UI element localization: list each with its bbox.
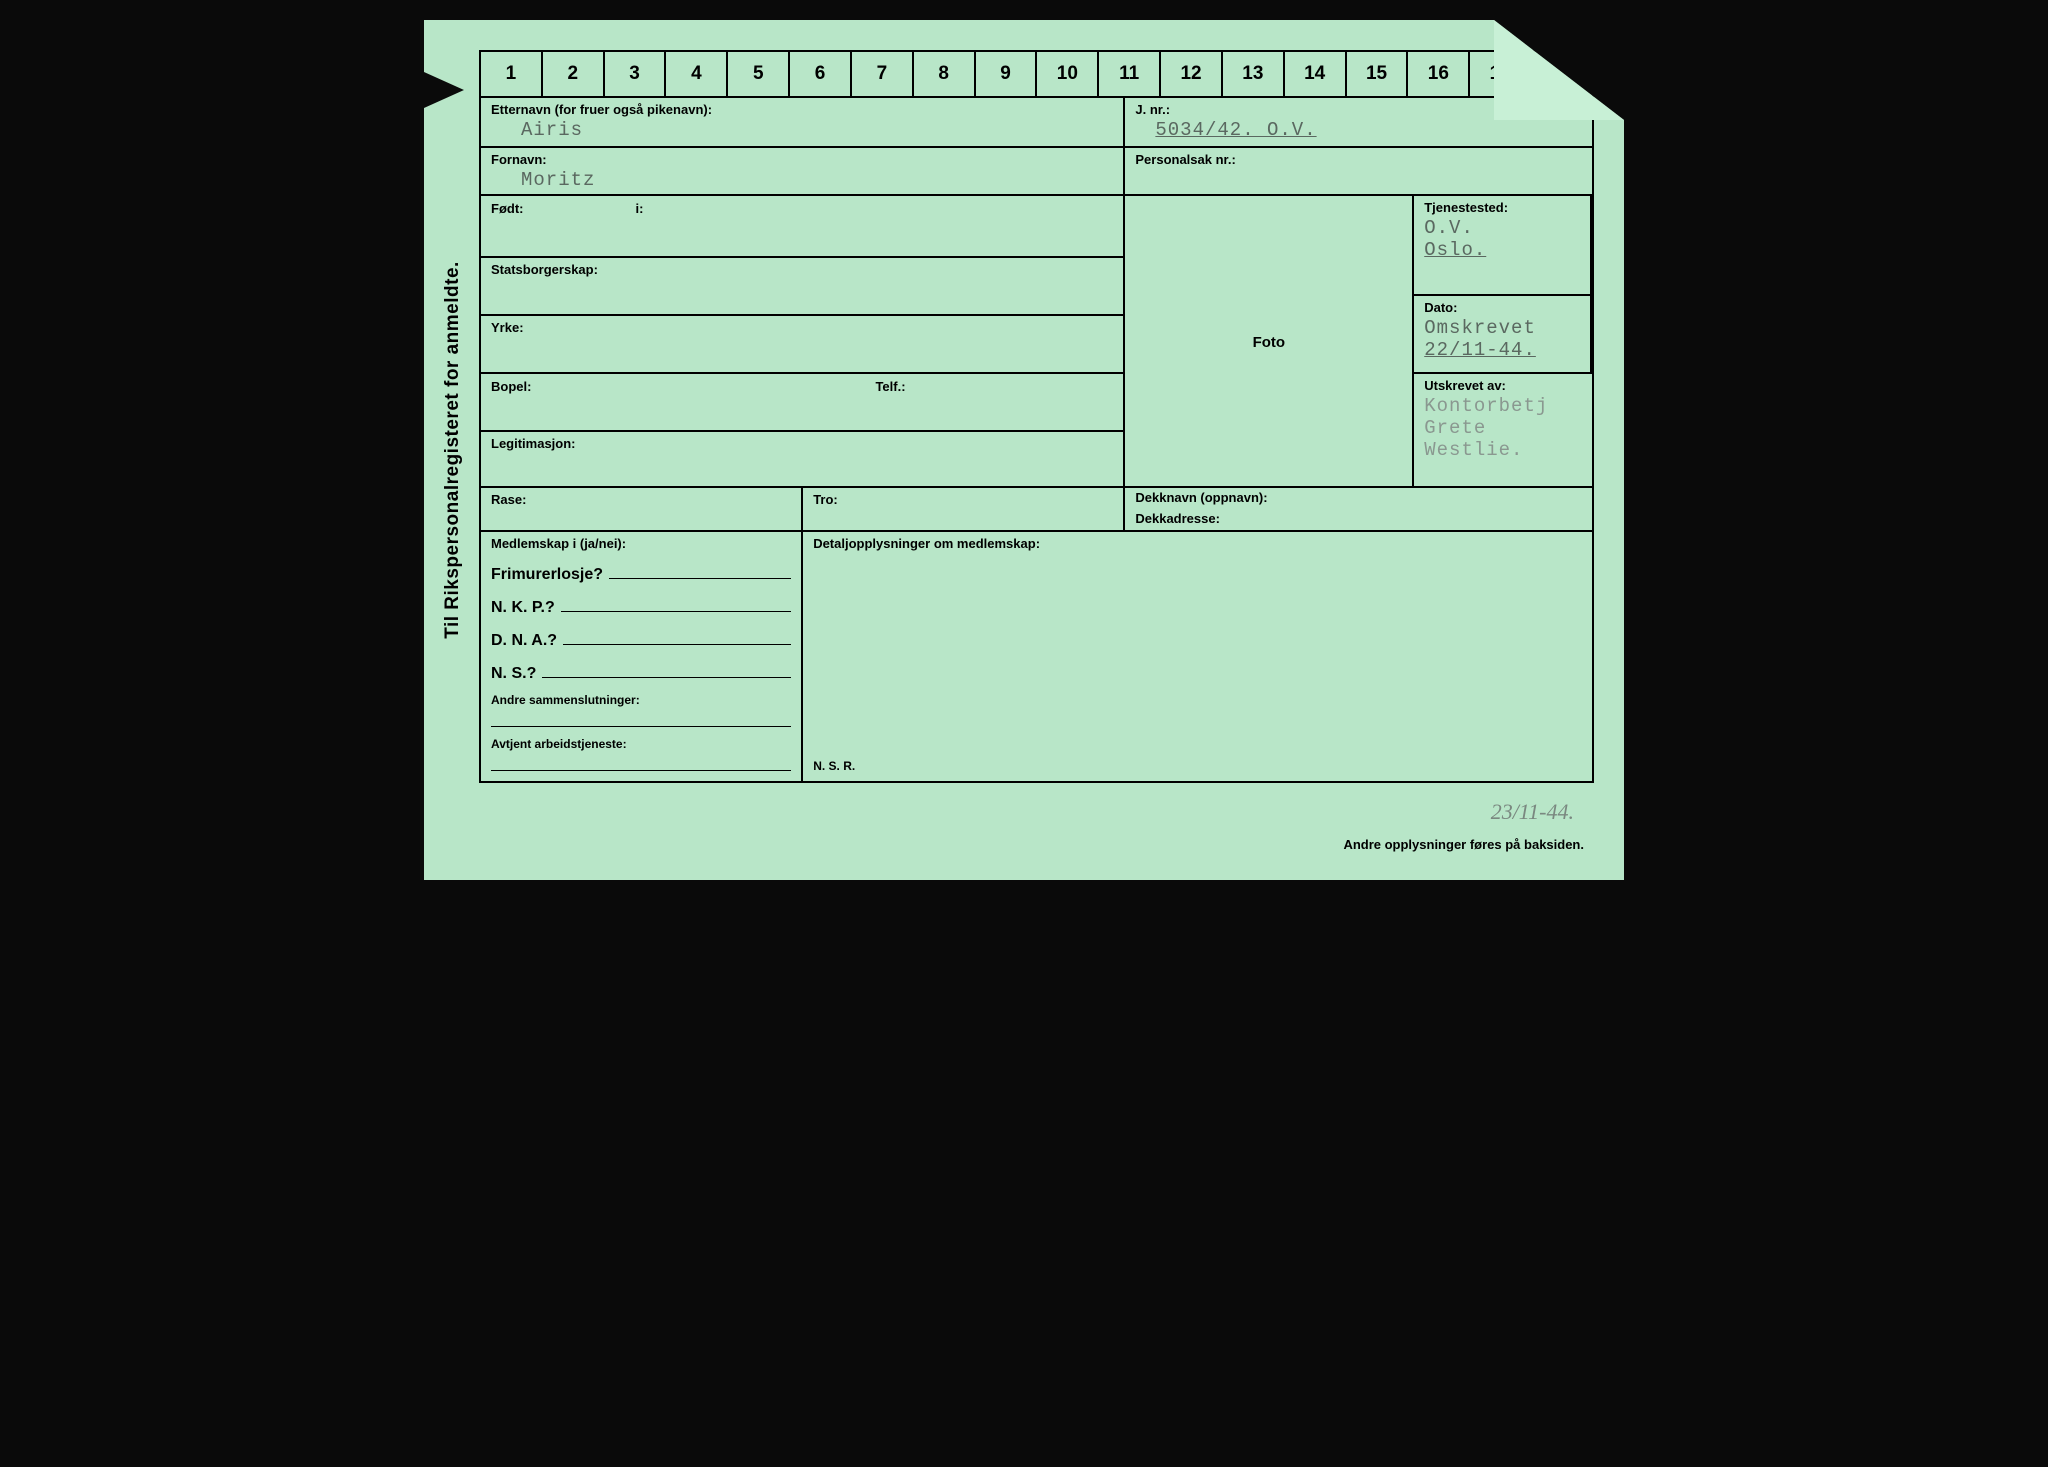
field-statsborgerskap: Statsborgerskap: [481,258,1125,316]
label-andre-samm: Andre sammenslutninger: [491,693,791,707]
ruler-cell: 14 [1285,52,1347,96]
label-etternavn: Etternavn (for fruer også pikenavn): [491,102,1113,117]
line-andre: Andre sammenslutninger: [491,693,791,727]
line-nkp: N. K. P.? [491,594,791,617]
label-tjenestested: Tjenestested: [1424,200,1580,215]
label-dekknavn: Dekknavn (oppnavn): [1135,490,1582,505]
footer-note: Andre opplysninger føres på baksiden. [1343,837,1584,852]
label-ns: N. S.? [491,665,536,683]
registry-card: Til Rikspersonalregisteret for anmeldte.… [424,20,1624,880]
field-detaljopplysninger: Detaljopplysninger om medlemskap: N. S. … [803,532,1592,781]
field-tro: Tro: [803,488,1125,532]
ruler-cell: 7 [852,52,914,96]
ruler-cell: 9 [976,52,1038,96]
label-statsborgerskap: Statsborgerskap: [491,262,1113,277]
label-nsr: N. S. R. [813,759,855,773]
line-avtjent: Avtjent arbeidstjeneste: [491,737,791,771]
line-frimurerlosje: Frimurerlosje? [491,561,791,584]
label-utskrevet: Utskrevet av: [1424,378,1582,393]
label-tro: Tro: [813,492,1113,507]
field-tjenestested: Tjenestested: O.V. Oslo. [1414,196,1592,296]
ruler-cell: 13 [1223,52,1285,96]
value-tjenestested-2: Oslo. [1424,239,1580,261]
value-utskrevet-2: Grete Westlie. [1424,417,1582,461]
field-foto: Foto [1125,196,1414,488]
field-rase: Rase: [481,488,803,532]
side-title: Til Rikspersonalregisteret for anmeldte. [442,261,464,639]
label-dekkadresse: Dekkadresse: [1135,511,1582,526]
left-notch [424,72,464,108]
handwritten-date: 23/11-44. [1491,799,1574,825]
ruler-cell: 5 [728,52,790,96]
label-avtjent: Avtjent arbeidstjeneste: [491,737,791,751]
value-dato-1: Omskrevet [1424,317,1580,339]
label-rase: Rase: [491,492,791,507]
line-dna: D. N. A.? [491,627,791,650]
value-dato-2: 22/11-44. [1424,339,1580,361]
field-etternavn: Etternavn (for fruer også pikenavn): Air… [481,98,1125,148]
label-bopel: Bopel: [491,379,871,394]
field-personalsak: Personalsak nr.: [1125,148,1592,196]
value-utskrevet-1: Kontorbetj [1424,395,1582,417]
label-frimurerlosje: Frimurerlosje? [491,566,603,584]
label-nkp: N. K. P.? [491,599,555,617]
label-jnr: J. nr.: [1135,102,1582,117]
ruler-cell: 6 [790,52,852,96]
ruler-cell: 11 [1099,52,1161,96]
ruler-cell: 3 [605,52,667,96]
field-dekknavn: Dekknavn (oppnavn): Dekkadresse: [1125,488,1592,532]
line-ns: N. S.? [491,660,791,683]
field-dato: Dato: Omskrevet 22/11-44. [1414,296,1592,374]
field-yrke: Yrke: [481,316,1125,374]
label-personalsak: Personalsak nr.: [1135,152,1582,167]
label-medlemskap: Medlemskap i (ja/nei): [491,536,791,551]
field-jnr: J. nr.: 5034/42. O.V. [1125,98,1592,148]
ruler-cell: 15 [1347,52,1409,96]
label-dato: Dato: [1424,300,1580,315]
form-grid: Etternavn (for fruer også pikenavn): Air… [479,98,1594,783]
label-dna: D. N. A.? [491,632,557,650]
field-legitimasjon: Legitimasjon: [481,432,1125,488]
ruler-cell: 12 [1161,52,1223,96]
value-fornavn: Moritz [521,169,595,191]
ruler-cell: 16 [1408,52,1470,96]
value-jnr: 5034/42. O.V. [1155,119,1316,141]
label-detaljopplysninger: Detaljopplysninger om medlemskap: [813,536,1582,551]
field-medlemskap: Medlemskap i (ja/nei): Frimurerlosje? N.… [481,532,803,781]
ruler-cell: 2 [543,52,605,96]
ruler-cell: 4 [666,52,728,96]
label-fodt: Født: [491,201,631,216]
label-fornavn: Fornavn: [491,152,1113,167]
label-foto: Foto [1253,334,1285,351]
value-etternavn: Airis [521,119,583,141]
field-fodt: Født: i: [481,196,1125,258]
label-yrke: Yrke: [491,320,1113,335]
ruler-cell: 10 [1037,52,1099,96]
ruler-cell: 1 [481,52,543,96]
ruler-cell: 8 [914,52,976,96]
field-utskrevet: Utskrevet av: Kontorbetj Grete Westlie. [1414,374,1592,488]
field-bopel: Bopel: Telf.: [481,374,1125,432]
field-fornavn: Fornavn: Moritz [481,148,1125,196]
value-tjenestested-1: O.V. [1424,217,1580,239]
label-i: i: [635,201,643,216]
ruler-row: 1 2 3 4 5 6 7 8 9 10 11 12 13 14 15 16 1… [479,50,1594,98]
label-telf: Telf.: [875,379,905,394]
label-legitimasjon: Legitimasjon: [491,436,1113,451]
